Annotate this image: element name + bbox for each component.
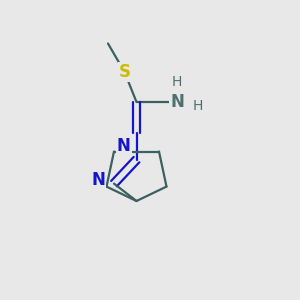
Text: S: S: [118, 63, 130, 81]
Text: H: H: [193, 100, 203, 113]
Text: H: H: [172, 76, 182, 89]
Text: N: N: [92, 171, 105, 189]
Text: N: N: [170, 93, 184, 111]
Text: N: N: [117, 137, 131, 155]
